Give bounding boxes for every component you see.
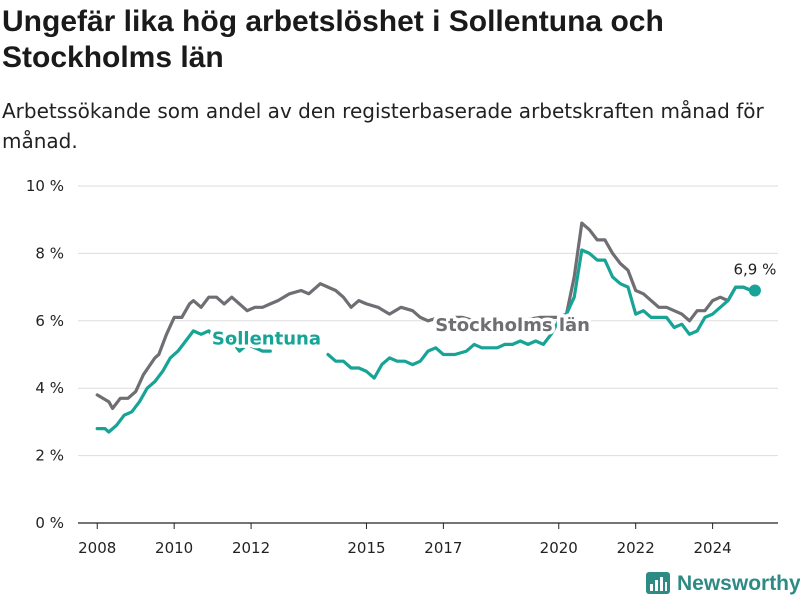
grid-layer bbox=[78, 185, 778, 524]
y-tick-label: 0 % bbox=[35, 514, 64, 532]
series-label: Sollentuna bbox=[212, 328, 321, 349]
x-tick-label: 2008 bbox=[78, 539, 116, 557]
x-tick-label: 2024 bbox=[694, 539, 732, 557]
y-tick-label: 6 % bbox=[35, 312, 64, 330]
page-subtitle: Arbetssökande som andel av den registerb… bbox=[2, 99, 764, 153]
last-value-label: 6,9 % bbox=[733, 260, 776, 278]
brand: Newsworthy bbox=[645, 568, 800, 600]
series-label: Stockholms län bbox=[435, 315, 590, 336]
series-line-stockholms-län bbox=[95, 221, 757, 410]
x-tick-label: 2017 bbox=[424, 539, 462, 557]
brand-name: Newsworthy bbox=[677, 572, 800, 595]
series-label-halo: Stockholms län bbox=[435, 315, 590, 336]
axis-layer: 0 % 2 % 4 % 6 % 8 % 10 % 2008 2010 2012 2015 2017 2… bbox=[26, 177, 732, 557]
x-tick-label: 2015 bbox=[347, 539, 385, 557]
newsworthy-logo-icon bbox=[646, 572, 670, 594]
page-title: Ungefär lika hög arbetslöshet i Sollentu… bbox=[2, 5, 664, 74]
last-value-marker bbox=[748, 284, 761, 297]
y-tick-label: 2 % bbox=[35, 447, 64, 465]
x-tick-label: 2010 bbox=[155, 539, 193, 557]
x-tick-label: 2022 bbox=[617, 539, 655, 557]
series-line-sollentuna bbox=[95, 248, 757, 434]
x-tick-label: 2012 bbox=[232, 539, 270, 557]
series-label-halo: Sollentuna bbox=[212, 328, 321, 349]
y-tick-label: 8 % bbox=[35, 244, 64, 262]
x-tick-label: 2020 bbox=[540, 539, 578, 557]
series-layer bbox=[95, 221, 757, 434]
y-tick-label: 10 % bbox=[26, 177, 64, 195]
y-tick-label: 4 % bbox=[35, 379, 64, 397]
